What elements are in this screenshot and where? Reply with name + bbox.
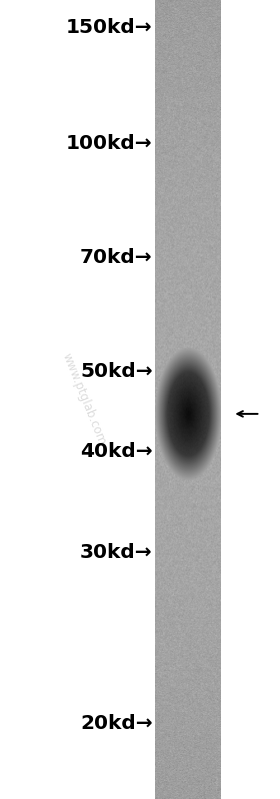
- Text: 50kd→: 50kd→: [80, 362, 153, 381]
- Text: 40kd→: 40kd→: [80, 442, 153, 461]
- Text: 70kd→: 70kd→: [80, 248, 153, 267]
- Text: 30kd→: 30kd→: [80, 543, 153, 562]
- Text: 20kd→: 20kd→: [80, 714, 153, 733]
- Text: 150kd→: 150kd→: [66, 18, 153, 38]
- Text: www.ptglab.com: www.ptglab.com: [60, 352, 108, 447]
- Text: 100kd→: 100kd→: [66, 134, 153, 153]
